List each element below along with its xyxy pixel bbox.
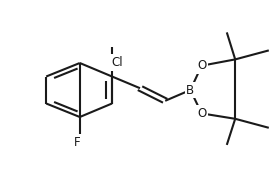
Text: F: F — [74, 136, 80, 149]
Text: Cl: Cl — [112, 56, 123, 69]
Text: B: B — [186, 84, 195, 96]
Text: O: O — [197, 59, 206, 72]
Text: O: O — [197, 107, 206, 120]
